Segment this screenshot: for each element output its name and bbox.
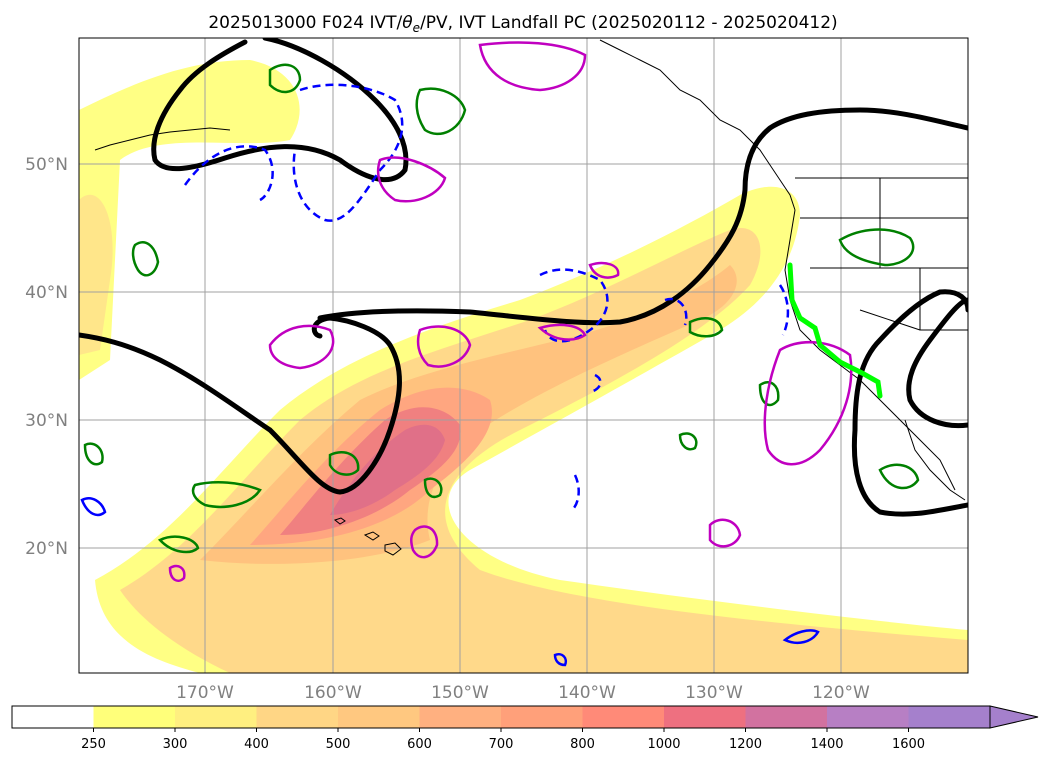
geopotential-contour-east (851, 289, 968, 517)
negative-contour-mid (539, 268, 688, 343)
theta-e-negative-contours (183, 83, 790, 511)
latitude-labels: 50°N 40°N 30°N 20°N (25, 155, 68, 559)
lat-label: 50°N (25, 155, 68, 175)
hawaii-islands (333, 517, 402, 556)
map-frame (78, 37, 969, 674)
colorbar-segment (175, 706, 257, 728)
colorbar-tick-label: 1200 (729, 737, 762, 752)
positive-contour-central (191, 451, 443, 509)
figure-title: 2025013000 F024 IVT/θe/PV, IVT Landfall … (208, 13, 837, 35)
colorbar-segment (745, 706, 828, 728)
ivt-colorbar: 250 300 400 500 600 700 800 1000 1200 1400 1600 (11, 705, 1039, 752)
negative-contour-north (183, 83, 404, 222)
theta-e-negative-solid (80, 497, 820, 667)
theta-e-positive-contours (83, 63, 920, 554)
geopotential-contour-central (317, 107, 968, 326)
pv-contour-south (168, 518, 742, 582)
colorbar-segment (908, 706, 991, 728)
us-west-coast (784, 209, 956, 491)
positive-contour-south (157, 535, 200, 554)
colorbar-tick-label: 800 (570, 737, 595, 752)
negative-contour-south (571, 284, 790, 511)
colorbar-tick-label: 1400 (810, 737, 843, 752)
colorbar-segment (664, 706, 746, 728)
colorbar-segment (582, 706, 665, 728)
colorbar-segment (419, 706, 502, 728)
blue-contour-se (553, 629, 820, 667)
colorbar-tick-label: 600 (407, 737, 432, 752)
landfall-pc-line (787, 262, 883, 399)
pv-contours (168, 41, 853, 582)
colorbar-tick-label: 500 (326, 737, 351, 752)
geopotential-contour-north (151, 38, 409, 182)
colorbar-tick-label: 1600 (892, 737, 925, 752)
lon-label: 130°W (685, 683, 743, 703)
pv-contour-north (376, 41, 587, 203)
state-borders (800, 178, 968, 331)
alaska-coastline (599, 39, 796, 211)
colorbar-segment (256, 706, 339, 728)
ivt-300-region-main (120, 228, 968, 673)
colorbar-extend-arrow (989, 705, 1039, 729)
positive-contour-alaska (268, 63, 467, 136)
positive-contour-east (678, 228, 920, 490)
colorbar-segment (93, 706, 176, 728)
positive-contour-west (83, 241, 160, 466)
ivt-250-region (79, 60, 300, 380)
pv-contour-mid (268, 261, 620, 370)
pv-contour-east (763, 340, 853, 466)
lat-label: 40°N (25, 283, 68, 303)
baja-california (904, 419, 966, 501)
colorbar-tick-label: 700 (489, 737, 514, 752)
ivt-shading (79, 60, 968, 673)
colorbar-segment (501, 706, 583, 728)
colorbar-tick-label: 300 (163, 737, 188, 752)
lat-label: 30°N (25, 411, 68, 431)
colorbar-tick-label: 250 (81, 737, 106, 752)
geopotential-contours (79, 38, 968, 517)
colorbar-tick-label: 1000 (647, 737, 680, 752)
coastlines (94, 39, 968, 556)
lon-label: 160°W (304, 683, 362, 703)
aleutian-islands (94, 127, 231, 151)
colorbar-segment (12, 706, 94, 728)
map-panel (79, 38, 968, 673)
lon-label: 120°W (812, 683, 870, 703)
lon-label: 140°W (558, 683, 616, 703)
longitude-labels: 170°W 160°W 150°W 140°W 130°W 120°W (176, 683, 870, 703)
ivt-1200-region (330, 424, 445, 515)
geopotential-contour-west (79, 315, 402, 495)
colorbar-tick-label: 400 (244, 737, 269, 752)
lon-label: 170°W (176, 683, 234, 703)
colorbar-segment (827, 706, 909, 728)
ivt-300-region (79, 194, 113, 355)
blue-contour-sw (80, 497, 107, 517)
lon-label: 150°W (431, 683, 489, 703)
lat-label: 20°N (25, 539, 68, 559)
colorbar-segment (338, 706, 420, 728)
graticule (79, 38, 968, 673)
